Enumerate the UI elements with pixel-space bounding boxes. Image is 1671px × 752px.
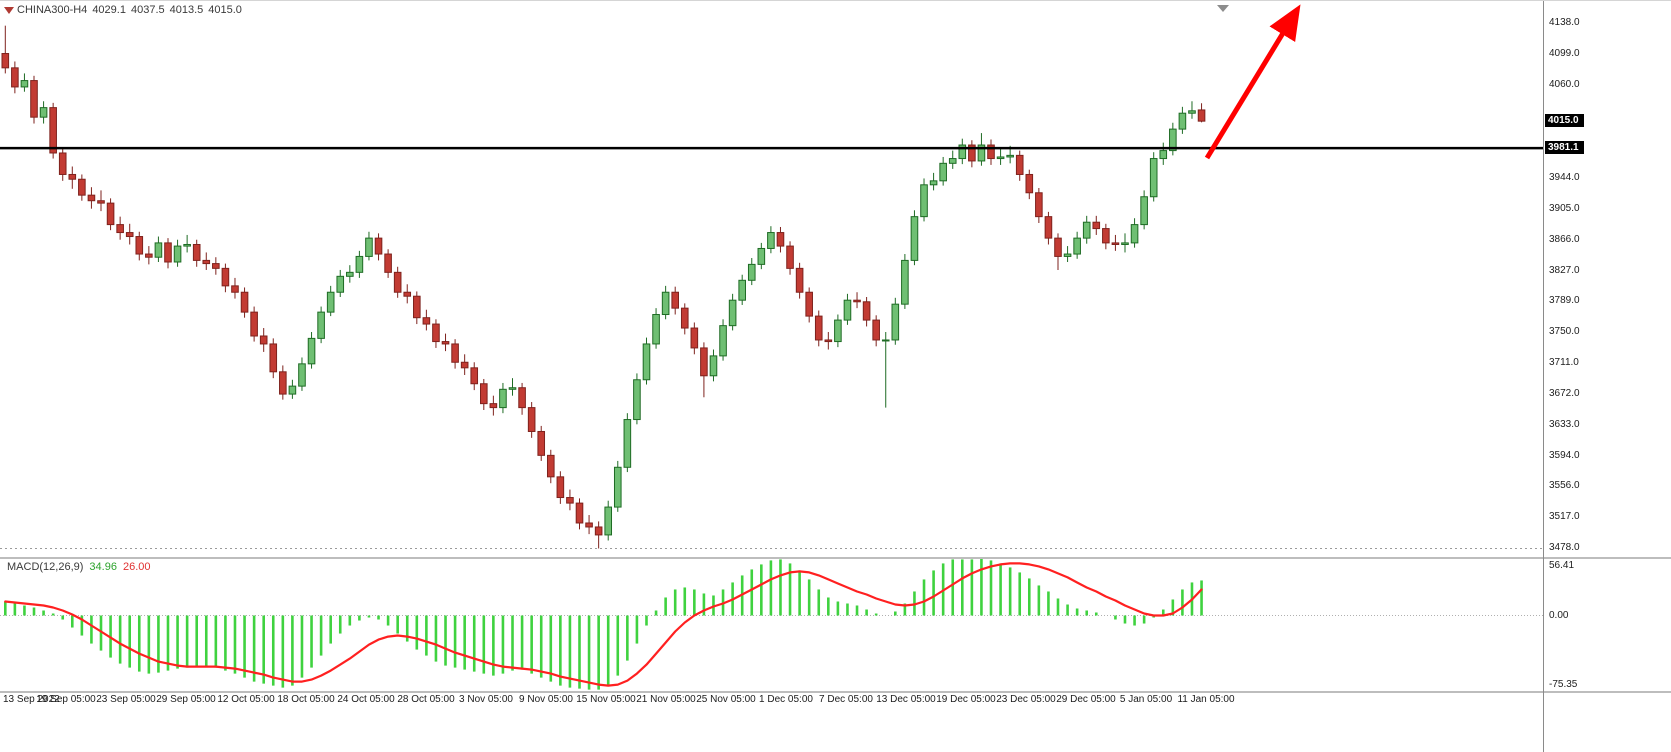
macd-histogram xyxy=(4,558,1203,690)
price-axis-label: 3478.0 xyxy=(1549,542,1580,554)
time-axis-label: 15 Nov 05:00 xyxy=(576,694,636,705)
price-axis-label: 3944.0 xyxy=(1549,171,1580,183)
time-axis-label: 25 Nov 05:00 xyxy=(696,694,756,705)
time-axis-label: 19 Sep 05:00 xyxy=(36,694,96,705)
indicator-signal-value: 26.00 xyxy=(122,561,151,573)
time-axis-label: 12 Oct 05:00 xyxy=(217,694,275,705)
time-axis-label: 29 Dec 05:00 xyxy=(1056,694,1116,705)
time-axis-label: 24 Oct 05:00 xyxy=(337,694,395,705)
high-value: 4037.5 xyxy=(130,4,165,16)
price-axis-label: 3594.0 xyxy=(1549,450,1580,462)
price-axis-label: 3789.0 xyxy=(1549,294,1580,306)
price-axis-label: 3750.0 xyxy=(1549,326,1580,338)
current-price-tag: 4015.0 xyxy=(1545,114,1584,128)
time-axis-label: 23 Dec 05:00 xyxy=(996,694,1056,705)
chart-title: CHINA300-H4 4029.1 4037.5 4013.5 4015.0 xyxy=(17,4,247,16)
time-axis-label: 1 Dec 05:00 xyxy=(759,694,813,705)
time-axis-label: 29 Sep 05:00 xyxy=(156,694,216,705)
time-axis-label: 19 Dec 05:00 xyxy=(936,694,996,705)
low-value: 4013.5 xyxy=(169,4,204,16)
macd-signal-line xyxy=(4,562,1203,687)
indicator-label: MACD(12,26,9) 34.96 26.00 xyxy=(7,561,150,573)
time-axis-label: 13 Dec 05:00 xyxy=(876,694,936,705)
price-axis-label: 3556.0 xyxy=(1549,480,1580,492)
macd-axis-label: -75.35 xyxy=(1549,679,1578,690)
price-axis-label: 3905.0 xyxy=(1549,202,1580,214)
price-axis-label: 3633.0 xyxy=(1549,419,1580,431)
time-axis-label: 3 Nov 05:00 xyxy=(459,694,513,705)
symbol-period-label: CHINA300-H4 xyxy=(17,4,88,16)
chart-shift-marker-icon[interactable] xyxy=(1217,5,1229,12)
candles-group xyxy=(1,25,1206,549)
time-axis-label: 5 Jan 05:00 xyxy=(1119,694,1173,705)
close-value: 4015.0 xyxy=(208,4,242,16)
macd-axis-label: 0.00 xyxy=(1549,609,1569,621)
time-axis-label: 9 Nov 05:00 xyxy=(519,694,573,705)
time-axis-label: 13 Sep 2022 xyxy=(3,694,60,705)
one-click-trading-icon[interactable] xyxy=(4,7,14,14)
indicator-name-label: MACD(12,26,9) xyxy=(7,561,84,573)
price-axis-label: 3711.0 xyxy=(1549,357,1579,369)
macd-axis-label: 56.41 xyxy=(1549,560,1575,571)
panel-separator[interactable] xyxy=(0,691,1671,693)
trend-arrow-object[interactable] xyxy=(1204,4,1301,160)
price-axis-label: 4138.0 xyxy=(1549,17,1580,29)
panel-separator[interactable] xyxy=(0,557,1671,559)
price-axis-label: 3517.0 xyxy=(1549,511,1580,523)
open-value: 4029.1 xyxy=(92,4,126,16)
price-axis-label: 3672.0 xyxy=(1549,388,1580,400)
time-axis-label: 18 Oct 05:00 xyxy=(277,694,335,705)
price-axis-label: 4099.0 xyxy=(1549,48,1580,60)
time-axis-label: 28 Oct 05:00 xyxy=(397,694,455,705)
time-axis-label: 21 Nov 05:00 xyxy=(636,694,696,705)
hline-price-tag: 3981.1 xyxy=(1545,141,1584,155)
axis-separator xyxy=(1543,1,1544,752)
price-axis-label: 3827.0 xyxy=(1549,264,1580,276)
price-axis-label: 3866.0 xyxy=(1549,233,1580,245)
time-axis-label: 7 Dec 05:00 xyxy=(819,694,873,705)
indicator-main-value: 34.96 xyxy=(89,561,117,573)
time-axis-label: 11 Jan 05:00 xyxy=(1177,694,1235,705)
price-axis-label: 4060.0 xyxy=(1549,79,1580,91)
time-axis-label: 23 Sep 05:00 xyxy=(96,694,156,705)
